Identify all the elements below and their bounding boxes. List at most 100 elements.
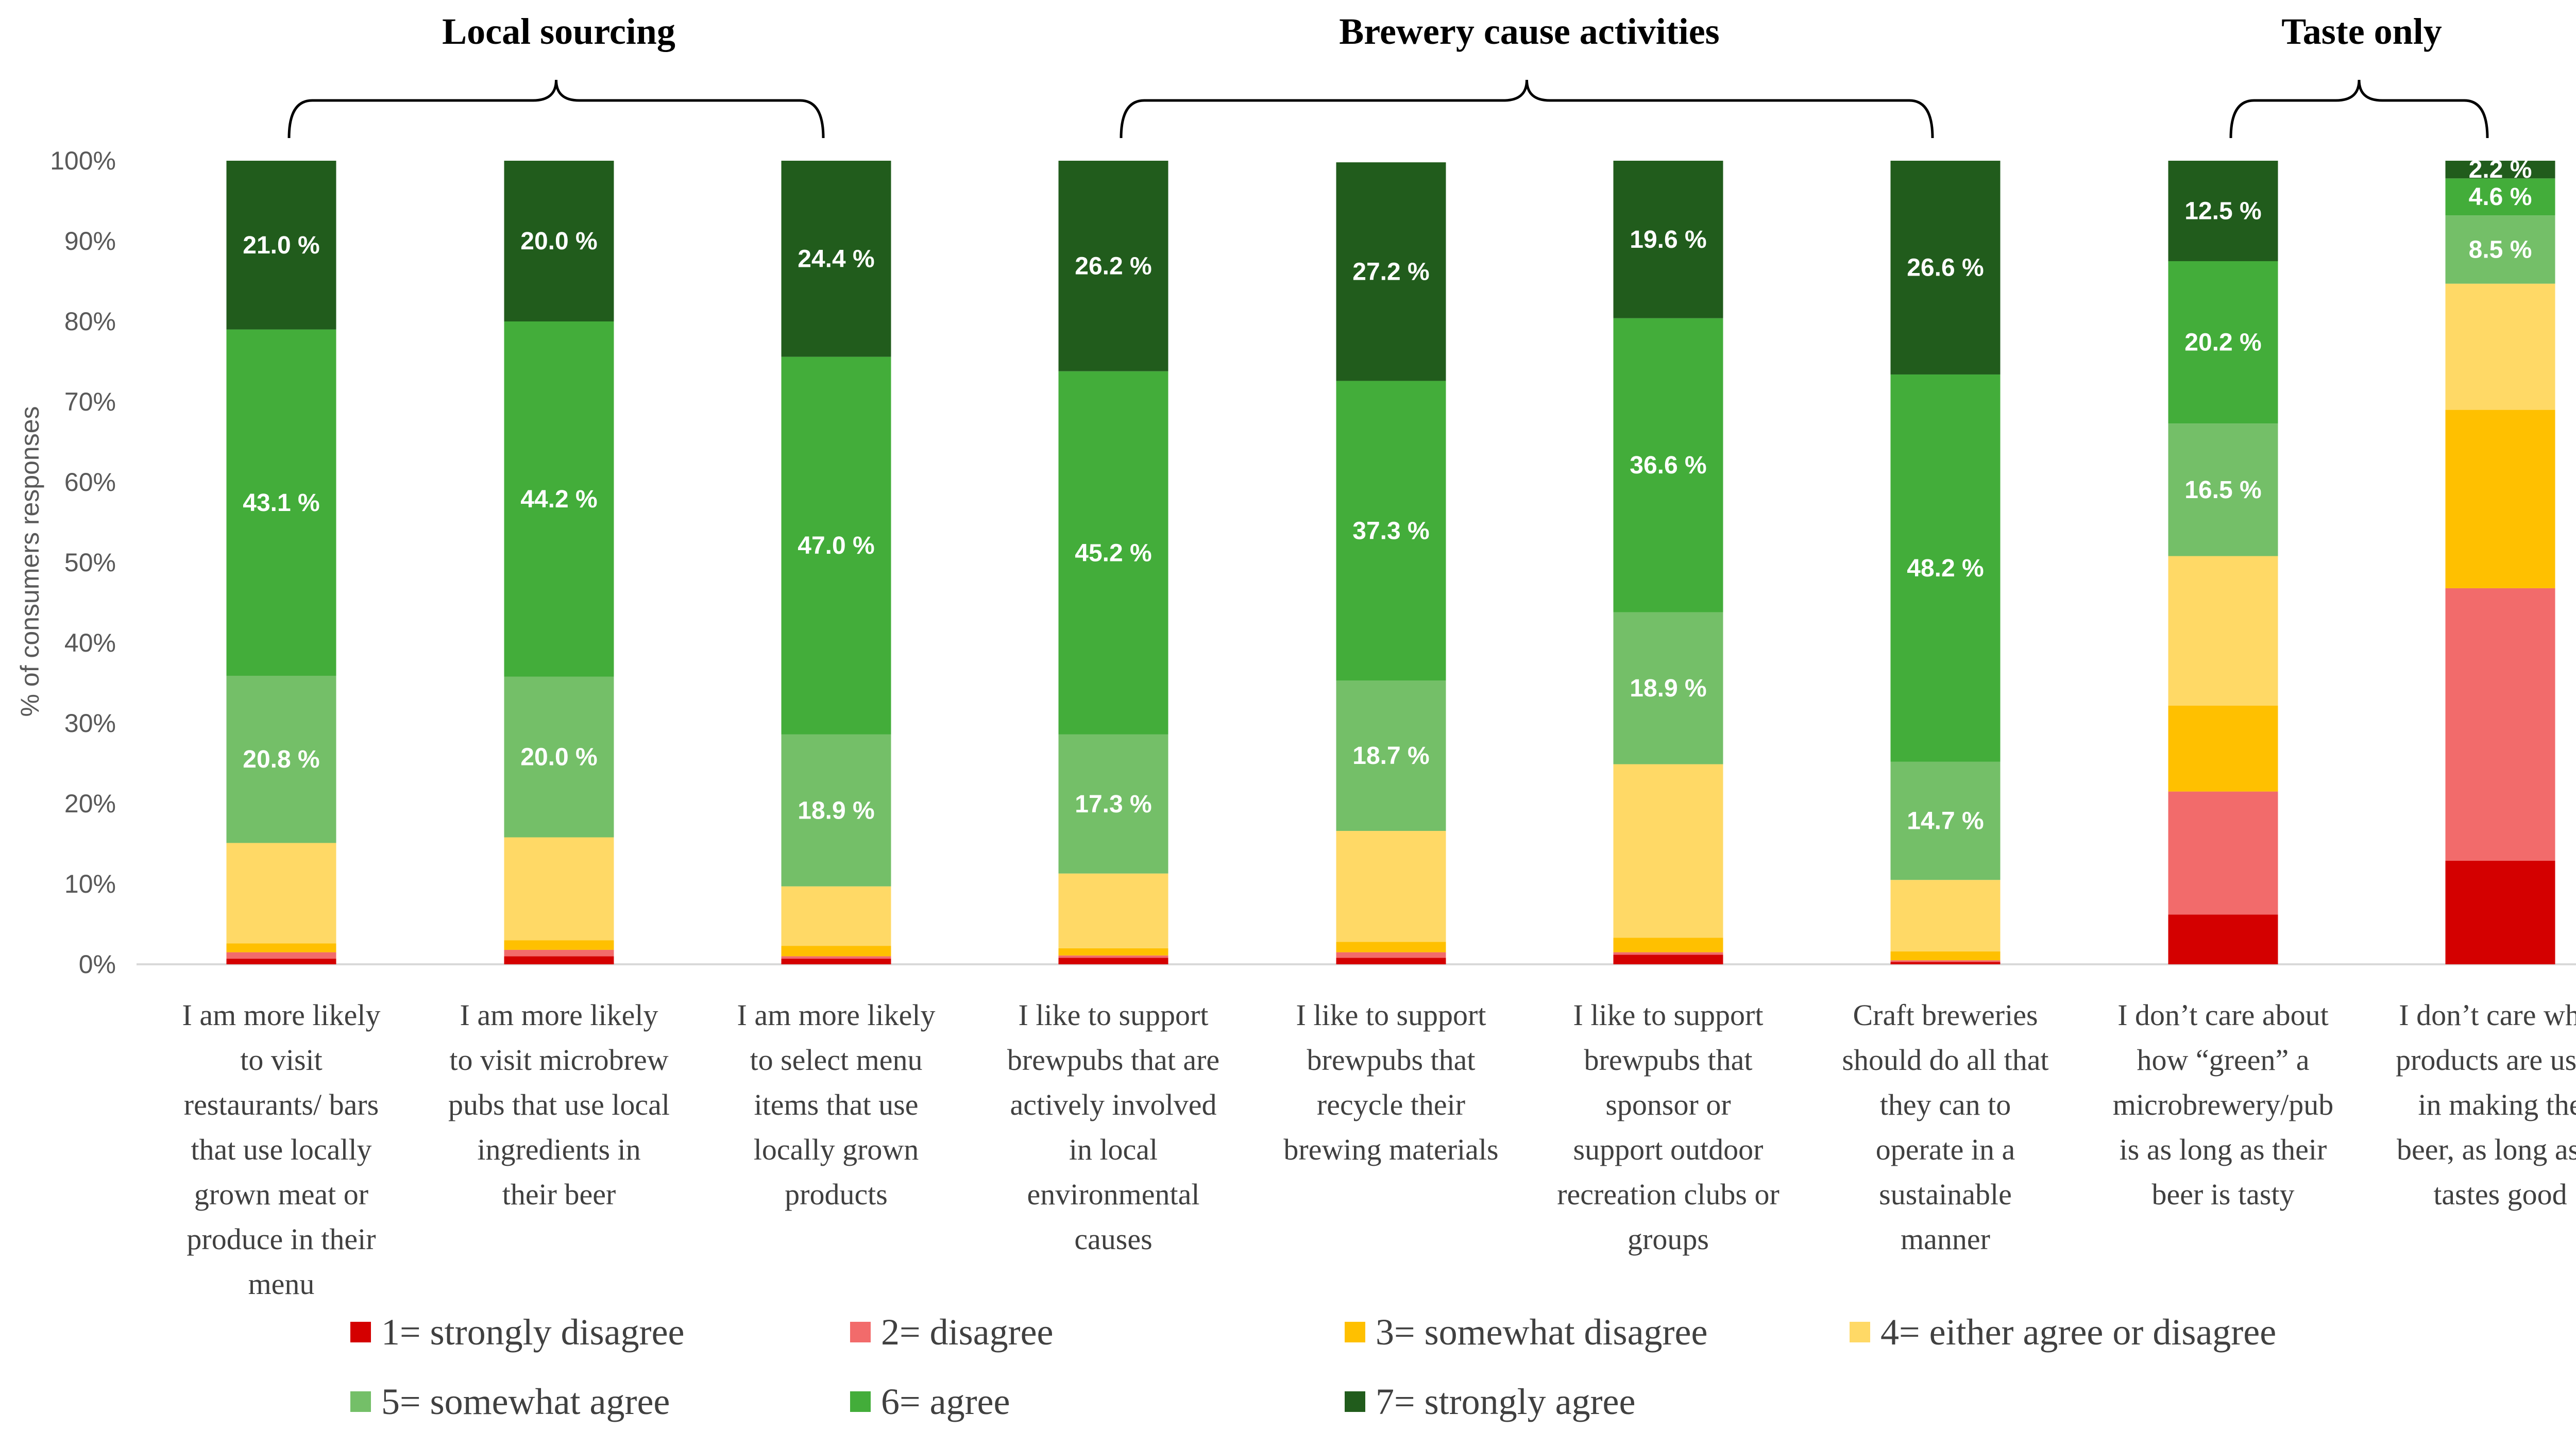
- x-category-label-line: that use locally: [191, 1133, 371, 1166]
- x-category-label-line: products: [785, 1178, 888, 1211]
- legend-entry: 3= somewhat disagree: [1376, 1311, 1707, 1353]
- bar-segment: [504, 956, 614, 964]
- x-category-label-line: actively involved: [1010, 1088, 1216, 1121]
- x-category-label-line: locally grown: [754, 1133, 919, 1166]
- x-category-label-line: tastes good: [2433, 1178, 2567, 1211]
- bar-segment: [2168, 791, 2278, 915]
- bar-segment: [226, 329, 336, 676]
- x-category-label-line: pubs that use local: [448, 1088, 670, 1121]
- x-category-label-line: should do all that: [1842, 1043, 2048, 1077]
- x-category-label-line: in making the: [2418, 1088, 2576, 1121]
- bar-segment: [1058, 161, 1168, 371]
- bar-segment: [1058, 371, 1168, 735]
- x-category-label-line: recycle their: [1317, 1088, 1465, 1121]
- bar-segment: [226, 161, 336, 330]
- data-label: 14.7 %: [1907, 808, 1984, 835]
- y-tick-label: 0%: [79, 950, 116, 979]
- bar-segment: [1613, 764, 1723, 938]
- x-category-label-line: brewing materials: [1283, 1133, 1498, 1166]
- x-category-label-line: products are used: [2396, 1043, 2576, 1077]
- bar-segment: [1058, 958, 1168, 964]
- bar-segment: [1890, 951, 2001, 961]
- data-label: 20.0 %: [520, 228, 597, 255]
- x-category-label: I am more likely to select menu items that…: [737, 998, 936, 1211]
- y-tick-label: 100%: [50, 146, 116, 175]
- bar-segment: [2445, 283, 2555, 410]
- bar-segment: [504, 837, 614, 941]
- bar-segment: [2445, 215, 2555, 284]
- bar-segment: [1336, 162, 1446, 381]
- bar-segment: [1336, 831, 1446, 942]
- data-label: 20.8 %: [243, 746, 319, 773]
- x-category-label-line: I am more likely: [460, 998, 658, 1032]
- x-category-label-line: brewpubs that are: [1007, 1043, 1219, 1077]
- data-label: 8.5 %: [2469, 236, 2532, 263]
- bar-segment: [504, 161, 614, 321]
- bar-segment: [1890, 962, 2001, 964]
- x-category-label: I don’t care what products are used in mak…: [2396, 998, 2576, 1211]
- x-category-label-line: ingredients in: [477, 1133, 640, 1166]
- x-category-label-line: manner: [1901, 1222, 1990, 1256]
- bar-segment: [1890, 960, 2001, 962]
- x-category-label-line: items that use: [754, 1088, 919, 1121]
- y-tick-label: 80%: [64, 307, 116, 336]
- x-category-label-line: to visit microbrew: [449, 1043, 668, 1077]
- bar-segment: [1058, 955, 1168, 958]
- bar-segment: [2168, 423, 2278, 556]
- x-category-label-line: menu: [248, 1267, 315, 1301]
- data-label: 47.0 %: [798, 532, 874, 559]
- data-label: 4.6 %: [2469, 183, 2532, 211]
- x-category-label-line: sustainable: [1879, 1178, 2012, 1211]
- x-category-label-line: to visit: [240, 1043, 323, 1077]
- x-category-label-line: I like to support: [1573, 998, 1764, 1032]
- bar-segment: [1613, 161, 1723, 318]
- data-label: 18.9 %: [798, 797, 874, 824]
- data-label: 2.2 %: [2469, 156, 2532, 183]
- x-category-label-line: is as long as their: [2120, 1133, 2327, 1166]
- data-label: 12.5 %: [2184, 198, 2261, 225]
- x-category-label: I am more likely to visit restaurants/ bar…: [182, 998, 381, 1301]
- bar-segment: [781, 734, 891, 887]
- x-category-label-line: to select menu: [750, 1043, 922, 1077]
- y-tick-label: 90%: [64, 227, 116, 255]
- bar-segment: [1058, 734, 1168, 874]
- group-title: Taste only: [2281, 11, 2442, 52]
- legend-entry: 2= disagree: [881, 1311, 1053, 1353]
- x-category-label-line: produce in their: [187, 1222, 376, 1256]
- data-label: 45.2 %: [1075, 539, 1151, 567]
- x-category-label-line: sponsor or: [1605, 1088, 1731, 1121]
- x-category-label: I like to support brewpubs that are active…: [1007, 998, 1219, 1256]
- x-category-label-line: I don’t care what: [2399, 998, 2576, 1032]
- x-category-label-line: their beer: [502, 1178, 616, 1211]
- legend-entry: 4= either agree or disagree: [1880, 1311, 2276, 1353]
- legend-swatch: [1850, 1322, 1870, 1342]
- bar-segment: [781, 959, 891, 964]
- x-category-label-line: brewpubs that: [1307, 1043, 1476, 1077]
- bar-segment: [1336, 952, 1446, 958]
- data-label: 20.2 %: [2184, 329, 2261, 356]
- data-label: 26.2 %: [1075, 252, 1151, 280]
- legend-swatch: [350, 1322, 371, 1342]
- bar-segment: [2168, 556, 2278, 706]
- data-label: 44.2 %: [520, 486, 597, 513]
- bar-segment: [781, 161, 891, 357]
- data-label: 37.3 %: [1352, 517, 1429, 544]
- bar-segment: [1613, 952, 1723, 955]
- x-category-label-line: causes: [1074, 1222, 1152, 1256]
- group-brace: [287, 79, 825, 139]
- data-label: 26.6 %: [1907, 254, 1984, 281]
- x-category-label-line: groups: [1628, 1222, 1709, 1256]
- x-category-label-line: beer is tasty: [2151, 1178, 2294, 1211]
- y-tick-label: 30%: [64, 709, 116, 738]
- legend-swatch: [1345, 1322, 1365, 1342]
- x-category-label: Craft breweries should do all that they ca…: [1842, 998, 2048, 1256]
- x-category-label-line: I like to support: [1296, 998, 1486, 1032]
- bar-segment: [1336, 680, 1446, 831]
- x-category-label-line: environmental: [1027, 1178, 1199, 1211]
- x-category-label: I like to support brewpubs that recycle th…: [1283, 998, 1498, 1166]
- legend-swatch: [350, 1391, 371, 1412]
- bar-segment: [781, 946, 891, 957]
- bar-segment: [2168, 705, 2278, 792]
- bar-segment: [2445, 178, 2555, 216]
